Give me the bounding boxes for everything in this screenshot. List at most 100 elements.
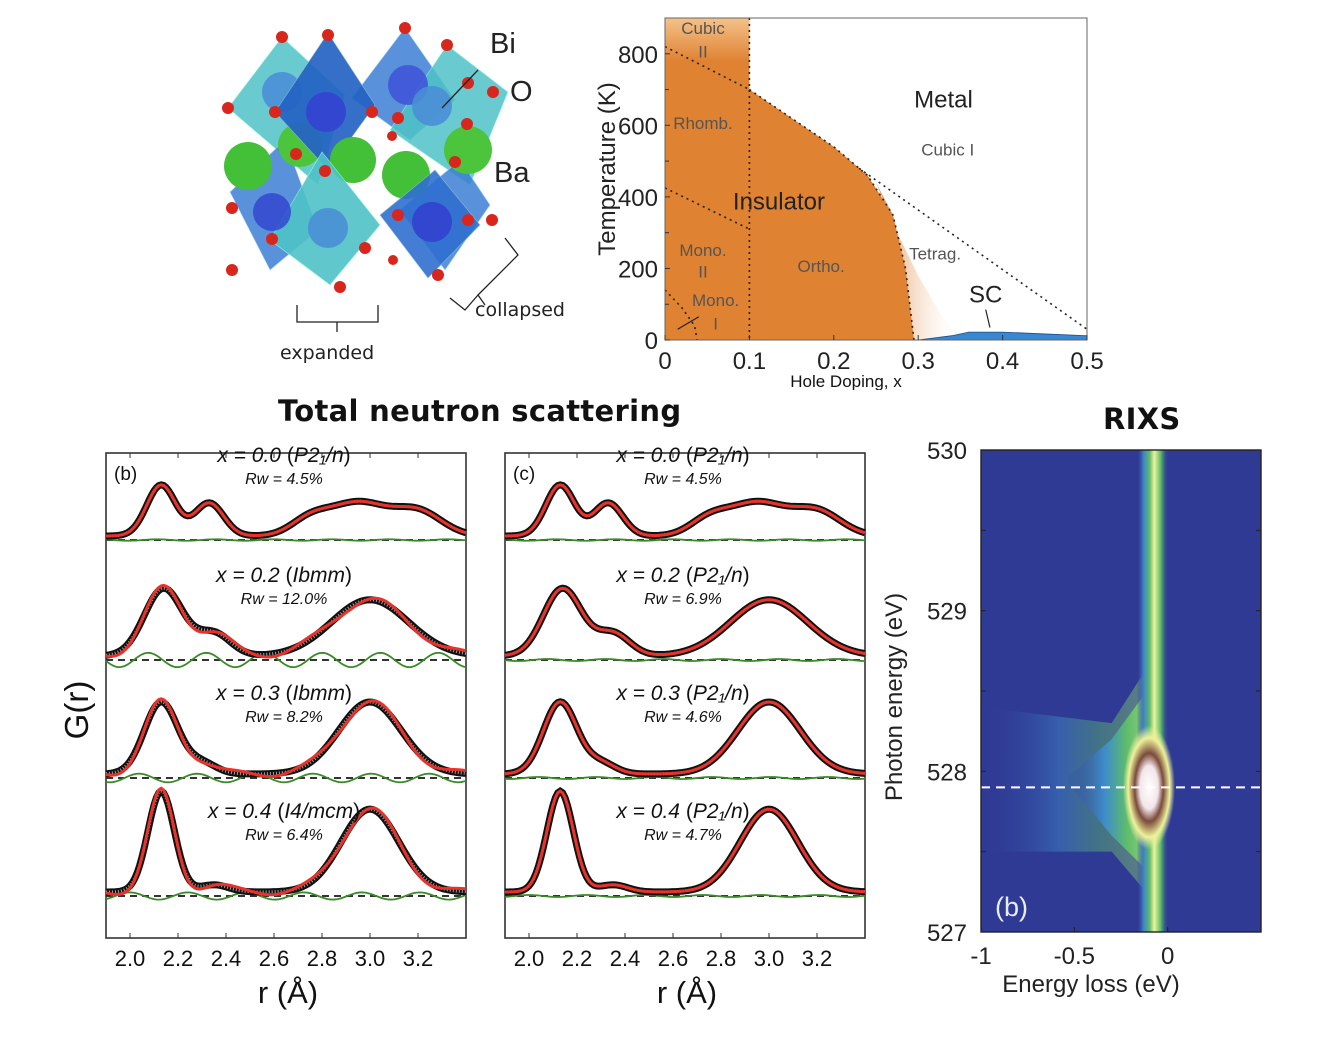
rixs-heading: RIXS bbox=[1103, 402, 1181, 436]
x-tick-label: 3.2 bbox=[802, 946, 833, 971]
y-tick-label: 400 bbox=[618, 185, 658, 212]
doping-value: x = 0.4 bbox=[207, 800, 272, 823]
difference-curve bbox=[105, 538, 467, 542]
pdf-series: x = 0.0 (P2₁/n) Rw = 4.5% bbox=[504, 444, 866, 542]
pdf-series: x = 0.0 (P2₁/n) Rw = 4.5% bbox=[105, 444, 467, 542]
rw-label: Rw = 12.0% bbox=[241, 591, 328, 608]
series-label: x = 0.0 (P2₁/n) bbox=[615, 444, 749, 467]
doping-value: x = 0.2 bbox=[615, 564, 680, 587]
pdf-series: x = 0.3 (Ibmm) Rw = 8.2% bbox=[105, 682, 467, 784]
y-tick-label: 0 bbox=[645, 328, 658, 355]
x-axis-label: r (Å) bbox=[258, 975, 318, 1010]
x-tick-label: 3.2 bbox=[403, 946, 434, 971]
y-axis-label: Photon energy (eV) bbox=[881, 593, 908, 801]
y-tick-label: 530 bbox=[927, 440, 967, 465]
doping-value: x = 0.0 bbox=[615, 444, 680, 467]
mono-ii-boundary-line bbox=[664, 187, 750, 230]
x-tick-label: 2.8 bbox=[706, 946, 737, 971]
crystal-structure bbox=[222, 22, 519, 332]
phase-label: Cubic bbox=[681, 19, 725, 38]
plot-frame bbox=[664, 17, 1088, 341]
x-tick-label: -0.5 bbox=[1054, 943, 1095, 970]
fit-curve bbox=[504, 586, 866, 657]
doping-value: x = 0.2 bbox=[215, 564, 280, 587]
x-axis-label: Energy loss (eV) bbox=[1002, 971, 1179, 998]
phase-label: II bbox=[698, 42, 707, 61]
pdf-series: x = 0.2 (Ibmm) Rw = 12.0% bbox=[105, 564, 467, 669]
x-axis-label: r (Å) bbox=[657, 975, 717, 1010]
rw-label: Rw = 4.7% bbox=[644, 827, 722, 844]
phase-label: SC bbox=[969, 281, 1002, 308]
x-tick-label: 0.1 bbox=[733, 348, 766, 375]
difference-curve bbox=[105, 891, 467, 901]
bismuth-atoms-back bbox=[262, 65, 452, 126]
bi-atom bbox=[412, 202, 452, 242]
x-tick-label: 2.6 bbox=[259, 946, 290, 971]
x-tick-label: 2.6 bbox=[658, 946, 689, 971]
x-tick-label: 2.2 bbox=[163, 946, 194, 971]
series-label: x = 0.4 (P2₁/n) bbox=[615, 800, 749, 823]
rhomb-boundary-line bbox=[664, 45, 750, 91]
fit-curve bbox=[105, 697, 467, 779]
difference-curve bbox=[504, 658, 866, 662]
series-label: x = 0.4 (I4/mcm) bbox=[207, 800, 360, 823]
collapsed-bracket bbox=[449, 237, 519, 311]
phase-label: Cubic I bbox=[921, 141, 974, 160]
fit-curve bbox=[504, 789, 866, 894]
y-tick-label: 529 bbox=[927, 599, 967, 626]
mono-i-boundary-line bbox=[664, 289, 698, 341]
sc-pointer bbox=[985, 309, 991, 328]
x-tick-label: 2.0 bbox=[514, 946, 545, 971]
pdf-series: x = 0.4 (P2₁/n) Rw = 4.7% bbox=[504, 786, 866, 898]
bi-atom bbox=[412, 86, 452, 126]
phase-label: II bbox=[698, 262, 707, 281]
y-tick-label: 800 bbox=[618, 42, 658, 69]
series-label: x = 0.0 (P2₁/n) bbox=[216, 444, 350, 467]
bi-atom bbox=[306, 92, 346, 132]
x-tick-label: 3.0 bbox=[355, 946, 386, 971]
difference-curve bbox=[504, 894, 866, 898]
x-tick-label: 3.0 bbox=[754, 946, 785, 971]
phase-label: Ortho. bbox=[798, 257, 845, 276]
rw-label: Rw = 6.4% bbox=[245, 827, 323, 844]
rw-label: Rw = 4.5% bbox=[245, 471, 323, 488]
panel-label: (b) bbox=[995, 892, 1028, 922]
fit-curve bbox=[504, 700, 866, 776]
y-tick-label: 200 bbox=[618, 256, 658, 283]
bi-atom bbox=[308, 208, 348, 248]
x-tick-label: 2.8 bbox=[307, 946, 338, 971]
fit-curve bbox=[105, 786, 467, 897]
difference-curve bbox=[504, 538, 866, 542]
x-tick-label: 0.2 bbox=[817, 348, 850, 375]
phase-label: Rhomb. bbox=[673, 114, 733, 133]
phase-label: Insulator bbox=[733, 188, 825, 215]
phase-label: Metal bbox=[914, 86, 973, 113]
pdf-panel-b: x = 0.0 (P2₁/n) Rw = 4.5% x = 0.2 (Ibmm) Rw… bbox=[58, 444, 467, 1010]
x-axis-label: Hole Doping, x bbox=[790, 372, 902, 390]
fit-curve bbox=[105, 483, 467, 538]
x-tick-label: 0 bbox=[1161, 943, 1174, 970]
space-group: P2₁/n bbox=[693, 800, 743, 823]
x-tick-label: 2.4 bbox=[610, 946, 641, 971]
difference-curve bbox=[504, 776, 866, 780]
y-tick-label: 528 bbox=[927, 759, 967, 786]
series-label: x = 0.3 (P2₁/n) bbox=[615, 682, 749, 705]
space-group: P2₁/n bbox=[693, 564, 743, 587]
panel-label: (c) bbox=[513, 464, 535, 485]
space-group: Ibmm bbox=[292, 564, 345, 587]
space-group: Ibmm bbox=[292, 682, 345, 705]
pdf-series: x = 0.3 (P2₁/n) Rw = 4.6% bbox=[504, 682, 866, 780]
series-label: x = 0.2 (Ibmm) bbox=[215, 564, 352, 587]
doping-value: x = 0.0 bbox=[216, 444, 281, 467]
ba-atom bbox=[224, 142, 272, 190]
doping-value: x = 0.4 bbox=[615, 800, 680, 823]
label-expanded: expanded bbox=[280, 342, 375, 364]
y-axis-label: G(r) bbox=[58, 681, 95, 740]
bi-atom bbox=[253, 193, 291, 231]
y-tick-label: 600 bbox=[618, 113, 658, 140]
label-ba: Ba bbox=[494, 157, 530, 189]
x-tick-label: 0.3 bbox=[902, 348, 935, 375]
rw-label: Rw = 8.2% bbox=[245, 709, 323, 726]
ba-atom bbox=[444, 126, 492, 174]
x-tick-label: 2.4 bbox=[211, 946, 242, 971]
